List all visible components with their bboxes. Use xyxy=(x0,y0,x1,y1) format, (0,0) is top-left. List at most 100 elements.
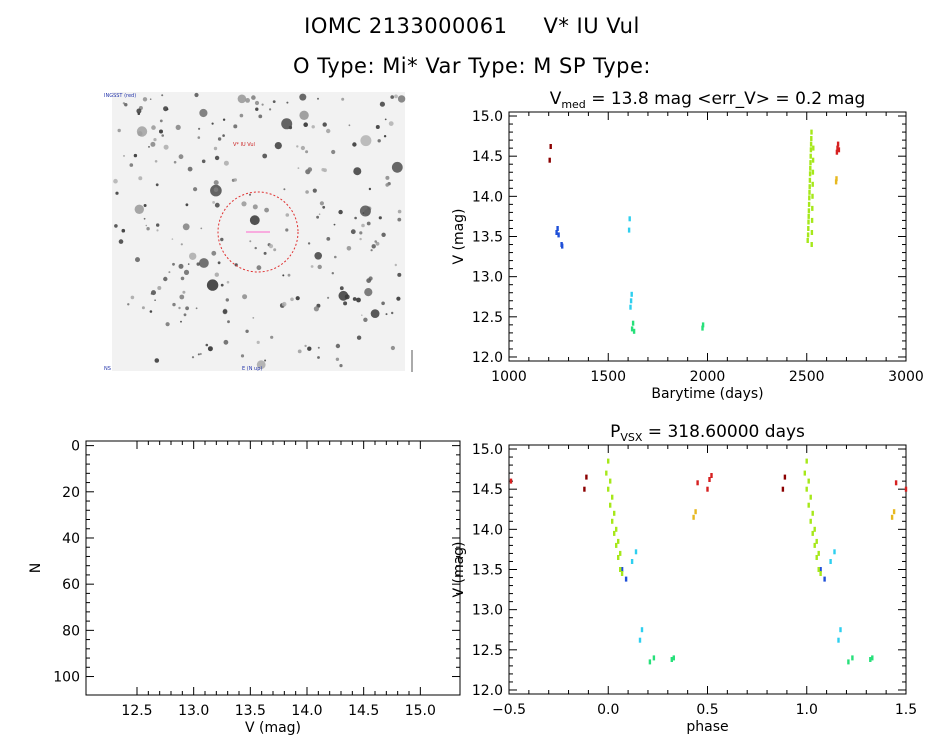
star xyxy=(262,153,268,159)
star xyxy=(304,344,307,348)
data-point xyxy=(808,195,811,201)
star xyxy=(172,302,176,307)
star xyxy=(180,320,182,323)
data-point xyxy=(809,494,812,500)
data-point xyxy=(638,637,642,643)
star xyxy=(346,246,352,251)
star xyxy=(154,299,156,302)
star xyxy=(182,223,190,231)
data-point xyxy=(809,518,812,524)
star xyxy=(307,346,312,351)
star xyxy=(179,294,185,300)
data-point xyxy=(556,226,559,231)
data-point xyxy=(807,502,810,508)
star xyxy=(255,107,259,111)
star xyxy=(163,144,169,150)
data-point xyxy=(617,555,620,560)
star xyxy=(222,134,225,137)
star xyxy=(141,306,145,310)
y-tick-label: 0 xyxy=(71,439,80,455)
chart-title-line1: IOMC 2133000061 V* IU Vul xyxy=(0,14,944,38)
y-tick-label: 13.5 xyxy=(472,230,503,246)
star xyxy=(338,209,343,215)
data-point xyxy=(605,470,608,476)
star xyxy=(287,273,291,277)
x-tick-label: 13.5 xyxy=(235,703,266,719)
star xyxy=(189,252,197,260)
data-point xyxy=(811,193,814,199)
star xyxy=(394,263,397,267)
star xyxy=(237,94,247,104)
image-label-top-left: INGSST (red) xyxy=(104,93,136,99)
data-point xyxy=(810,136,813,141)
star xyxy=(220,283,224,287)
star xyxy=(321,168,325,172)
star xyxy=(297,167,300,170)
data-point xyxy=(585,474,588,480)
data-point xyxy=(806,238,809,243)
star xyxy=(317,346,320,349)
x-tick-label: 0.5 xyxy=(696,702,718,718)
star xyxy=(180,243,183,246)
star xyxy=(115,191,119,195)
data-point xyxy=(615,526,618,532)
x-tick-label: 15.0 xyxy=(405,703,436,719)
data-point xyxy=(815,555,818,560)
data-point xyxy=(807,226,810,231)
data-point xyxy=(904,486,908,492)
x-tick-label: 1.5 xyxy=(895,702,917,718)
star xyxy=(368,187,372,191)
data-point xyxy=(805,486,808,492)
data-point xyxy=(620,567,624,572)
star xyxy=(254,246,257,250)
star xyxy=(307,242,311,245)
star xyxy=(149,98,152,100)
star xyxy=(327,296,330,299)
star xyxy=(388,121,394,126)
star xyxy=(136,108,142,114)
data-point xyxy=(811,181,814,187)
data-point xyxy=(808,177,812,183)
star xyxy=(391,311,394,315)
star xyxy=(366,278,372,283)
star xyxy=(326,237,331,241)
star xyxy=(326,128,331,134)
star xyxy=(353,167,362,176)
star xyxy=(314,252,323,260)
star xyxy=(114,224,118,228)
x-tick-label: 2500 xyxy=(789,369,825,385)
star xyxy=(343,301,348,306)
plot-frame xyxy=(85,440,461,696)
data-point xyxy=(809,147,813,153)
star xyxy=(138,176,143,181)
star xyxy=(143,204,147,207)
star xyxy=(241,201,247,207)
star xyxy=(171,238,174,240)
star xyxy=(263,251,267,255)
star xyxy=(196,262,200,266)
star xyxy=(350,229,356,235)
star xyxy=(222,118,226,121)
star xyxy=(290,297,294,302)
y-tick-label: 100 xyxy=(53,670,80,686)
star xyxy=(182,290,186,294)
star xyxy=(307,167,313,172)
star xyxy=(352,297,357,301)
image-label-bottom-center: E (N up) xyxy=(242,366,262,372)
star xyxy=(295,296,300,301)
star xyxy=(305,190,309,194)
y-tick-label: 13.0 xyxy=(472,270,503,286)
data-point xyxy=(620,571,624,576)
star xyxy=(198,127,201,130)
data-point xyxy=(630,559,634,564)
y-tick-label: 13.0 xyxy=(472,603,503,619)
x-tick-label: 3000 xyxy=(888,369,924,385)
data-point xyxy=(829,559,832,564)
data-point xyxy=(823,576,826,582)
data-point xyxy=(835,176,838,182)
data-point xyxy=(808,171,812,177)
data-point xyxy=(617,538,620,544)
star xyxy=(223,339,229,345)
data-point xyxy=(807,219,810,225)
